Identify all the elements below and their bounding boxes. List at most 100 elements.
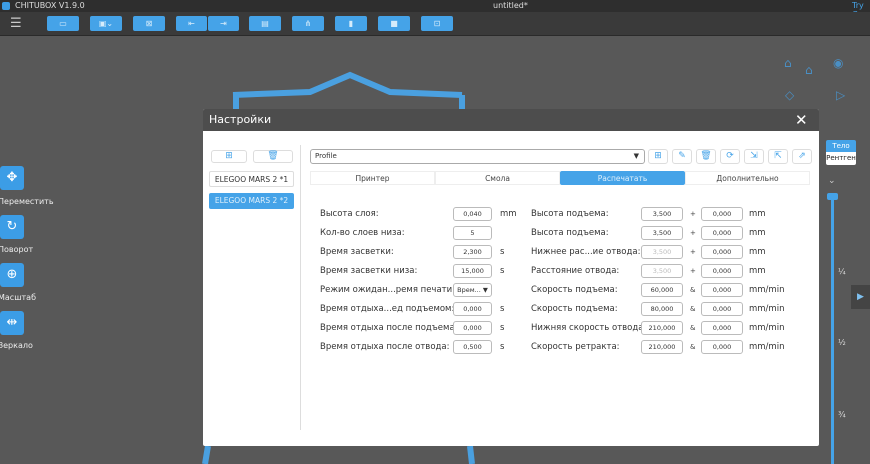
rotate-label: Поворот bbox=[0, 245, 34, 254]
setting-input[interactable]: 0,000 bbox=[453, 321, 492, 335]
setting-input[interactable]: Врем... ▼ bbox=[453, 283, 492, 297]
setting-input-offset[interactable]: 0,000 bbox=[701, 340, 743, 354]
setting-input[interactable]: 5 bbox=[453, 226, 492, 240]
dialog-title: Настройки bbox=[209, 113, 272, 126]
setting-label: Кол-во слоев низа: bbox=[320, 228, 405, 238]
open-file-button[interactable]: ▭ bbox=[47, 16, 79, 31]
app-title: CHITUBOX V1.9.0 bbox=[15, 1, 85, 10]
right-view-icon[interactable]: ▷ bbox=[836, 88, 846, 102]
slice-settings-button[interactable]: ▤ bbox=[249, 16, 281, 31]
setting-label: Высота подъема: bbox=[531, 228, 609, 238]
slider-mark: ½ bbox=[838, 338, 846, 347]
network-button[interactable]: ⋔ bbox=[292, 16, 324, 31]
setting-input[interactable]: 60,000 bbox=[641, 283, 683, 297]
export-profile-button[interactable]: ⇱ bbox=[768, 149, 788, 164]
profile-select[interactable]: Profile ▼ bbox=[310, 149, 645, 164]
eye-icon[interactable]: ◉ bbox=[833, 56, 844, 70]
setting-unit: mm bbox=[749, 209, 766, 219]
setting-unit: mm bbox=[500, 209, 517, 219]
operator: + bbox=[690, 267, 696, 275]
setting-label: Время отдыха после подъема: bbox=[320, 323, 458, 333]
expand-panel-button[interactable]: ▶ bbox=[851, 285, 870, 309]
save-button[interactable]: ▣⌄ bbox=[90, 16, 122, 31]
setting-unit: mm bbox=[749, 266, 766, 276]
setting-label: Нижняя скорость отвода: bbox=[531, 323, 647, 333]
add-profile-button[interactable]: ⊞ bbox=[211, 150, 247, 163]
layer-slider-track[interactable] bbox=[831, 196, 834, 464]
layer-slider-handle[interactable] bbox=[827, 193, 838, 200]
import-button[interactable]: ⇤ bbox=[176, 16, 207, 31]
setting-label: Скорость ретракта: bbox=[531, 342, 620, 352]
setting-input[interactable]: 2,300 bbox=[453, 245, 492, 259]
setting-input[interactable]: 0,000 bbox=[453, 302, 492, 316]
home-view-icon[interactable]: ⌂ bbox=[784, 56, 792, 70]
setting-input[interactable]: 3,500 bbox=[641, 226, 683, 240]
setting-input[interactable]: 80,000 bbox=[641, 302, 683, 316]
share-profile-button[interactable]: ⇗ bbox=[792, 149, 812, 164]
setting-input-offset[interactable]: 0,000 bbox=[701, 226, 743, 240]
setting-input-offset[interactable]: 0,000 bbox=[701, 245, 743, 259]
setting-label: Время засветки низа: bbox=[320, 266, 418, 276]
setting-input-offset[interactable]: 0,000 bbox=[701, 302, 743, 316]
move-label: Переместить bbox=[0, 197, 54, 206]
import-profile-button[interactable]: ⇲ bbox=[744, 149, 764, 164]
setting-input[interactable]: 210,000 bbox=[641, 321, 683, 335]
setting-unit: s bbox=[500, 304, 505, 314]
view-body-tab[interactable]: Тело bbox=[826, 140, 856, 152]
left-view-icon[interactable]: ◇ bbox=[785, 88, 795, 102]
edit-profile-button[interactable]: ✎ bbox=[672, 149, 692, 164]
tab-advanced[interactable]: Дополнительно bbox=[685, 171, 810, 185]
setting-unit: mm/min bbox=[749, 342, 785, 352]
tab-print[interactable]: Распечатать bbox=[560, 171, 685, 185]
profile-list-item[interactable]: ELEGOO MARS 2 *1 bbox=[209, 171, 294, 187]
mirror-label: Зеркало bbox=[0, 341, 33, 350]
repair-button[interactable]: ⊠ bbox=[133, 16, 165, 31]
setting-input[interactable]: 0,040 bbox=[453, 207, 492, 221]
resin-button[interactable]: ▮ bbox=[335, 16, 367, 31]
reset-button[interactable]: ⟳ bbox=[720, 149, 740, 164]
profile-list-item-selected[interactable]: ELEGOO MARS 2 *2 bbox=[209, 193, 294, 209]
export-button[interactable]: ⇥ bbox=[208, 16, 239, 31]
setting-unit: mm bbox=[749, 228, 766, 238]
view-xray-tab[interactable]: Рентген bbox=[826, 152, 856, 165]
setting-unit: s bbox=[500, 266, 505, 276]
setting-input[interactable]: 0,500 bbox=[453, 340, 492, 354]
slider-mark: ¼ bbox=[838, 267, 846, 276]
setting-input[interactable]: 210,000 bbox=[641, 340, 683, 354]
setting-label: Высота подъема: bbox=[531, 209, 609, 219]
move-button[interactable]: ✥ bbox=[0, 166, 24, 190]
new-profile-button[interactable]: ⊞ bbox=[648, 149, 668, 164]
setting-label: Время отдыха...ед подъемом: bbox=[320, 304, 455, 314]
setting-input[interactable]: 3,500 bbox=[641, 207, 683, 221]
top-view-icon[interactable]: ⌂ bbox=[805, 63, 813, 77]
setting-input-offset[interactable]: 0,000 bbox=[701, 283, 743, 297]
operator: & bbox=[690, 305, 696, 313]
delete-button[interactable]: 🗑 bbox=[696, 149, 716, 164]
delete-profile-button[interactable]: 🗑 bbox=[253, 150, 293, 163]
setting-unit: mm/min bbox=[749, 323, 785, 333]
setting-input-offset[interactable]: 0,000 bbox=[701, 207, 743, 221]
setting-unit: s bbox=[500, 247, 505, 257]
scale-button[interactable]: ⊕ bbox=[0, 263, 24, 287]
operator: + bbox=[690, 248, 696, 256]
tab-resin[interactable]: Смола bbox=[435, 171, 560, 185]
rotate-button[interactable]: ↻ bbox=[0, 215, 24, 239]
close-icon[interactable]: ✕ bbox=[795, 111, 808, 129]
mirror-button[interactable]: ⇹ bbox=[0, 311, 24, 335]
setting-input[interactable]: 3,500 bbox=[641, 264, 683, 278]
setting-input-offset[interactable]: 0,000 bbox=[701, 321, 743, 335]
tab-printer[interactable]: Принтер bbox=[310, 171, 435, 185]
setting-input-offset[interactable]: 0,000 bbox=[701, 264, 743, 278]
document-title: untitled* bbox=[493, 1, 528, 10]
setting-unit: mm/min bbox=[749, 304, 785, 314]
chevron-down-icon[interactable]: ⌄ bbox=[828, 176, 836, 186]
menu-icon[interactable]: ☰ bbox=[10, 16, 22, 31]
operator: + bbox=[690, 229, 696, 237]
divider bbox=[300, 145, 301, 430]
settings-dialog: Настройки ✕ ⊞ 🗑 ELEGOO MARS 2 *1 ELEGOO … bbox=[203, 109, 819, 446]
setting-input[interactable]: 15,000 bbox=[453, 264, 492, 278]
setting-input[interactable]: 3,500 bbox=[641, 245, 683, 259]
operator: & bbox=[690, 286, 696, 294]
lock-button[interactable]: ⊡ bbox=[421, 16, 453, 31]
print-button[interactable]: ■ bbox=[378, 16, 410, 31]
